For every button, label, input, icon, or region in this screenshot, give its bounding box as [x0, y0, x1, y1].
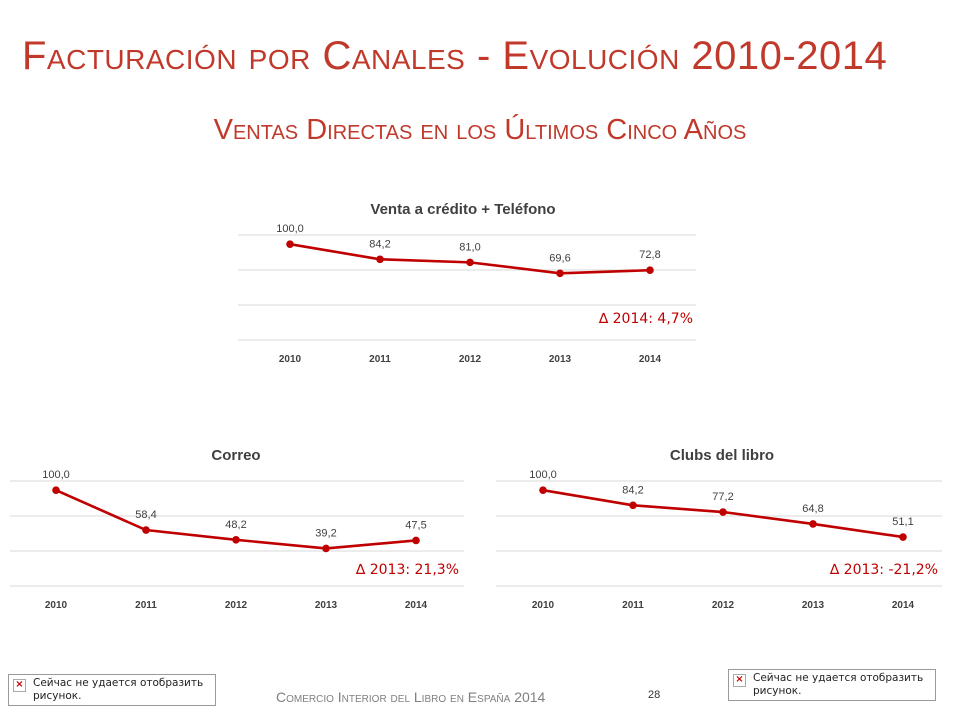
data-point [646, 266, 654, 275]
x-tick-label: 2014 [639, 354, 662, 365]
broken-image-message: Сейчас не удается отобразить рисунок. [33, 677, 204, 702]
data-label: 51,1 [892, 516, 913, 528]
data-point [142, 526, 150, 534]
chart-correo: Correo 100,0 2010 58,4 2011 48,2 2012 39,2 2013 4… [10, 447, 464, 611]
x-tick-label: 2011 [369, 354, 391, 365]
broken-image-message: Сейчас не удается отобразить рисунок. [753, 672, 924, 697]
footer-text: Comercio Interior del Libro en España 20… [276, 689, 546, 705]
delta-annotation: ∆ 2013: -21,2% [829, 562, 938, 578]
data-label: 58,4 [135, 509, 156, 521]
data-label: 100,0 [42, 469, 70, 481]
data-label: 84,2 [622, 484, 643, 496]
broken-image-right: × Сейчас не удается отобразить рисунок. [728, 669, 936, 701]
data-point [322, 544, 330, 553]
chart-title: Clubs del libro [670, 447, 774, 464]
main-title: Facturación por Canales - Evolución 2010… [22, 34, 888, 78]
data-point [719, 508, 727, 516]
x-tick-label: 2010 [532, 600, 555, 611]
chart-title: Venta a crédito + Teléfono [370, 201, 555, 218]
data-point [556, 269, 564, 278]
data-point [376, 255, 384, 264]
data-point [629, 501, 637, 510]
x-tick-label: 2011 [622, 600, 644, 611]
data-label: 69,6 [549, 252, 570, 264]
data-point [232, 536, 240, 544]
subtitle: Ventas Directas en los Últimos Cinco Año… [213, 114, 747, 146]
data-label: 64,8 [802, 503, 823, 515]
data-label: 77,2 [712, 491, 733, 503]
data-point [899, 533, 907, 541]
data-label: 72,8 [639, 249, 660, 261]
chart-title: Correo [211, 447, 260, 464]
x-tick-label: 2012 [459, 354, 482, 365]
data-label: 100,0 [529, 469, 557, 481]
data-label: 39,2 [315, 527, 336, 539]
chart-venta-credito-telefono: Venta a crédito + Teléfono 100,0 2010 84,2 2… [238, 201, 696, 365]
data-label: 100,0 [276, 223, 304, 235]
delta-annotation: ∆ 2013: 21,3% [355, 562, 459, 578]
delta-annotation: ∆ 2014: 4,7% [598, 311, 693, 327]
x-tick-label: 2013 [802, 600, 825, 611]
x-tick-label: 2010 [45, 600, 68, 611]
data-point [809, 520, 817, 528]
broken-image-icon: × [733, 674, 746, 687]
x-tick-label: 2011 [135, 600, 157, 611]
x-tick-label: 2014 [892, 600, 915, 611]
x-tick-label: 2010 [279, 354, 302, 365]
chart-clubs-del-libro: Clubs del libro 100,0 2010 84,2 2011 77,2 2012… [496, 447, 942, 611]
x-tick-label: 2013 [549, 354, 572, 365]
x-tick-label: 2014 [405, 600, 428, 611]
page-number: 28 [648, 689, 661, 701]
data-label: 48,2 [225, 519, 246, 531]
broken-image-icon: × [13, 679, 26, 692]
data-point [539, 486, 547, 494]
data-point [52, 486, 60, 494]
broken-image-left: × Сейчас не удается отобразить рисунок. [8, 674, 216, 706]
data-point [412, 536, 420, 545]
data-label: 81,0 [459, 241, 480, 253]
data-point [286, 240, 294, 248]
x-tick-label: 2012 [225, 600, 248, 611]
data-point [466, 258, 474, 267]
x-tick-label: 2013 [315, 600, 338, 611]
data-label: 47,5 [405, 519, 426, 531]
x-tick-label: 2012 [712, 600, 735, 611]
data-label: 84,2 [369, 238, 390, 250]
